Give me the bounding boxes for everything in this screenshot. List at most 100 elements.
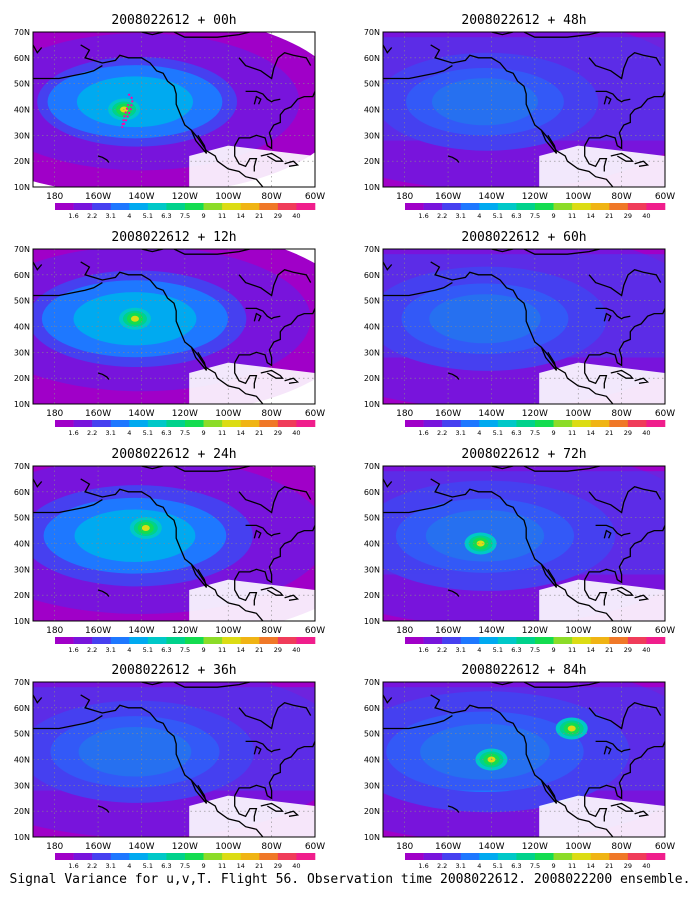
flight-track (120, 93, 134, 129)
colorbar-label: 14 (587, 862, 595, 870)
map-panel: 2008022612 + 60h 10N 20N 30N 40N 50N 60N 70N 180… (364, 230, 675, 437)
lon-tick-label: 180 (46, 626, 63, 636)
colorbar-swatch (627, 420, 647, 427)
colorbar-label: 7.5 (530, 429, 540, 437)
lat-tick-label: 30N (14, 348, 30, 357)
colorbar-swatch (423, 853, 443, 860)
colorbar-swatch (222, 853, 242, 860)
colorbar-swatch (553, 637, 573, 644)
lat-tick-label: 40N (364, 323, 380, 332)
colorbar-swatch (535, 203, 554, 210)
colorbar-swatch (185, 853, 204, 860)
lat-tick-label: 30N (364, 348, 380, 357)
colorbar-swatch (240, 203, 260, 210)
coastline (245, 524, 281, 537)
colorbar-label: 29 (624, 429, 632, 437)
colorbar-swatch (166, 637, 186, 644)
lat-tick-label: 70N (364, 245, 380, 254)
colorbar-label: 6.3 (511, 212, 521, 220)
colorbar-label: 2.2 (87, 429, 97, 437)
coastline (33, 694, 43, 704)
lat-tick-label: 50N (364, 730, 380, 739)
colorbar-label: 21 (605, 212, 613, 220)
colorbar-swatch (460, 203, 480, 210)
colorbar-swatch (572, 853, 592, 860)
colorbar-label: 6.3 (161, 212, 171, 220)
coastline (634, 377, 650, 384)
colorbar-swatch (516, 853, 536, 860)
lat-tick-label: 50N (364, 514, 380, 523)
lon-tick-label: 140W (128, 626, 154, 636)
coastline (610, 802, 634, 812)
lat-tick-label: 20N (364, 157, 380, 166)
colorbar-swatch (479, 203, 499, 210)
map-frame (32, 465, 316, 622)
lon-tick-label: 140W (478, 626, 504, 636)
variance-field (383, 466, 665, 621)
lat-tick-label: 50N (14, 297, 30, 306)
lat-tick-label: 40N (364, 106, 380, 115)
colorbar-swatch (240, 637, 260, 644)
colorbar-label: 5.1 (143, 862, 153, 870)
colorbar-label: 5.1 (493, 862, 503, 870)
lat-tick-label: 70N (364, 28, 380, 37)
colorbar-swatch (203, 203, 223, 210)
colorbar-label: 9 (202, 429, 206, 437)
colorbar-swatch (497, 853, 517, 860)
coastline (80, 261, 264, 404)
coastline (245, 307, 281, 320)
colorbar-label: 40 (642, 429, 650, 437)
lat-tick-label: 40N (364, 756, 380, 765)
coastline (234, 795, 258, 822)
map-panel: 2008022612 + 72h 10N 20N 30N 40N 50N 60N 70N 180… (364, 447, 675, 654)
lat-tick-label: 50N (364, 80, 380, 89)
colorbar-label: 14 (237, 429, 245, 437)
coastline (447, 155, 460, 163)
colorbar-swatch (479, 420, 499, 427)
coastline (253, 529, 262, 539)
map-panel: 2008022612 + 36h 10N 20N 30N 40N 50N 60N 70N 180… (14, 663, 325, 870)
colorbar-swatch (147, 853, 167, 860)
colorbar-label: 11 (568, 212, 576, 220)
map-frame (32, 248, 316, 405)
coastline (260, 586, 284, 596)
variance-field (383, 249, 665, 404)
coastline (80, 694, 264, 837)
colorbar-label: 21 (605, 646, 613, 654)
coastline (190, 563, 208, 588)
colorbar-swatch (553, 203, 573, 210)
coastline (588, 51, 662, 80)
colorbar-swatch (442, 637, 462, 644)
colorbar-swatch (129, 420, 149, 427)
lon-tick-label: 120W (522, 409, 548, 419)
colorbar-swatch (516, 203, 536, 210)
colorbar-label: 2.2 (437, 646, 447, 654)
lat-tick-label: 10N (364, 183, 380, 192)
colorbar-swatch (590, 420, 610, 427)
colorbar-label: 9 (552, 862, 556, 870)
lon-tick-label: 80W (611, 626, 631, 636)
lat-tick-label: 10N (14, 833, 30, 842)
coastline (173, 32, 251, 38)
lon-tick-label: 80W (261, 626, 281, 636)
coastline (97, 155, 110, 163)
lon-tick-label: 140W (128, 192, 154, 202)
colorbar-swatch (423, 637, 443, 644)
coastline (383, 694, 393, 704)
coastline (588, 701, 662, 730)
variance-field (383, 682, 665, 837)
low-variance-region (539, 795, 665, 837)
colorbar-label: 40 (642, 212, 650, 220)
colorbar-label: 9 (552, 646, 556, 654)
colorbar-label: 21 (255, 212, 263, 220)
coastline (523, 466, 601, 472)
colorbar-swatch (73, 203, 93, 210)
colorbar-label: 3.1 (106, 646, 116, 654)
colorbar-swatch (296, 637, 316, 644)
variance-field (33, 466, 315, 621)
lon-tick-label: 160W (435, 192, 461, 202)
coastline (383, 44, 393, 54)
colorbar-swatch (460, 853, 480, 860)
colorbar-swatch (609, 637, 629, 644)
coastline (584, 91, 665, 150)
